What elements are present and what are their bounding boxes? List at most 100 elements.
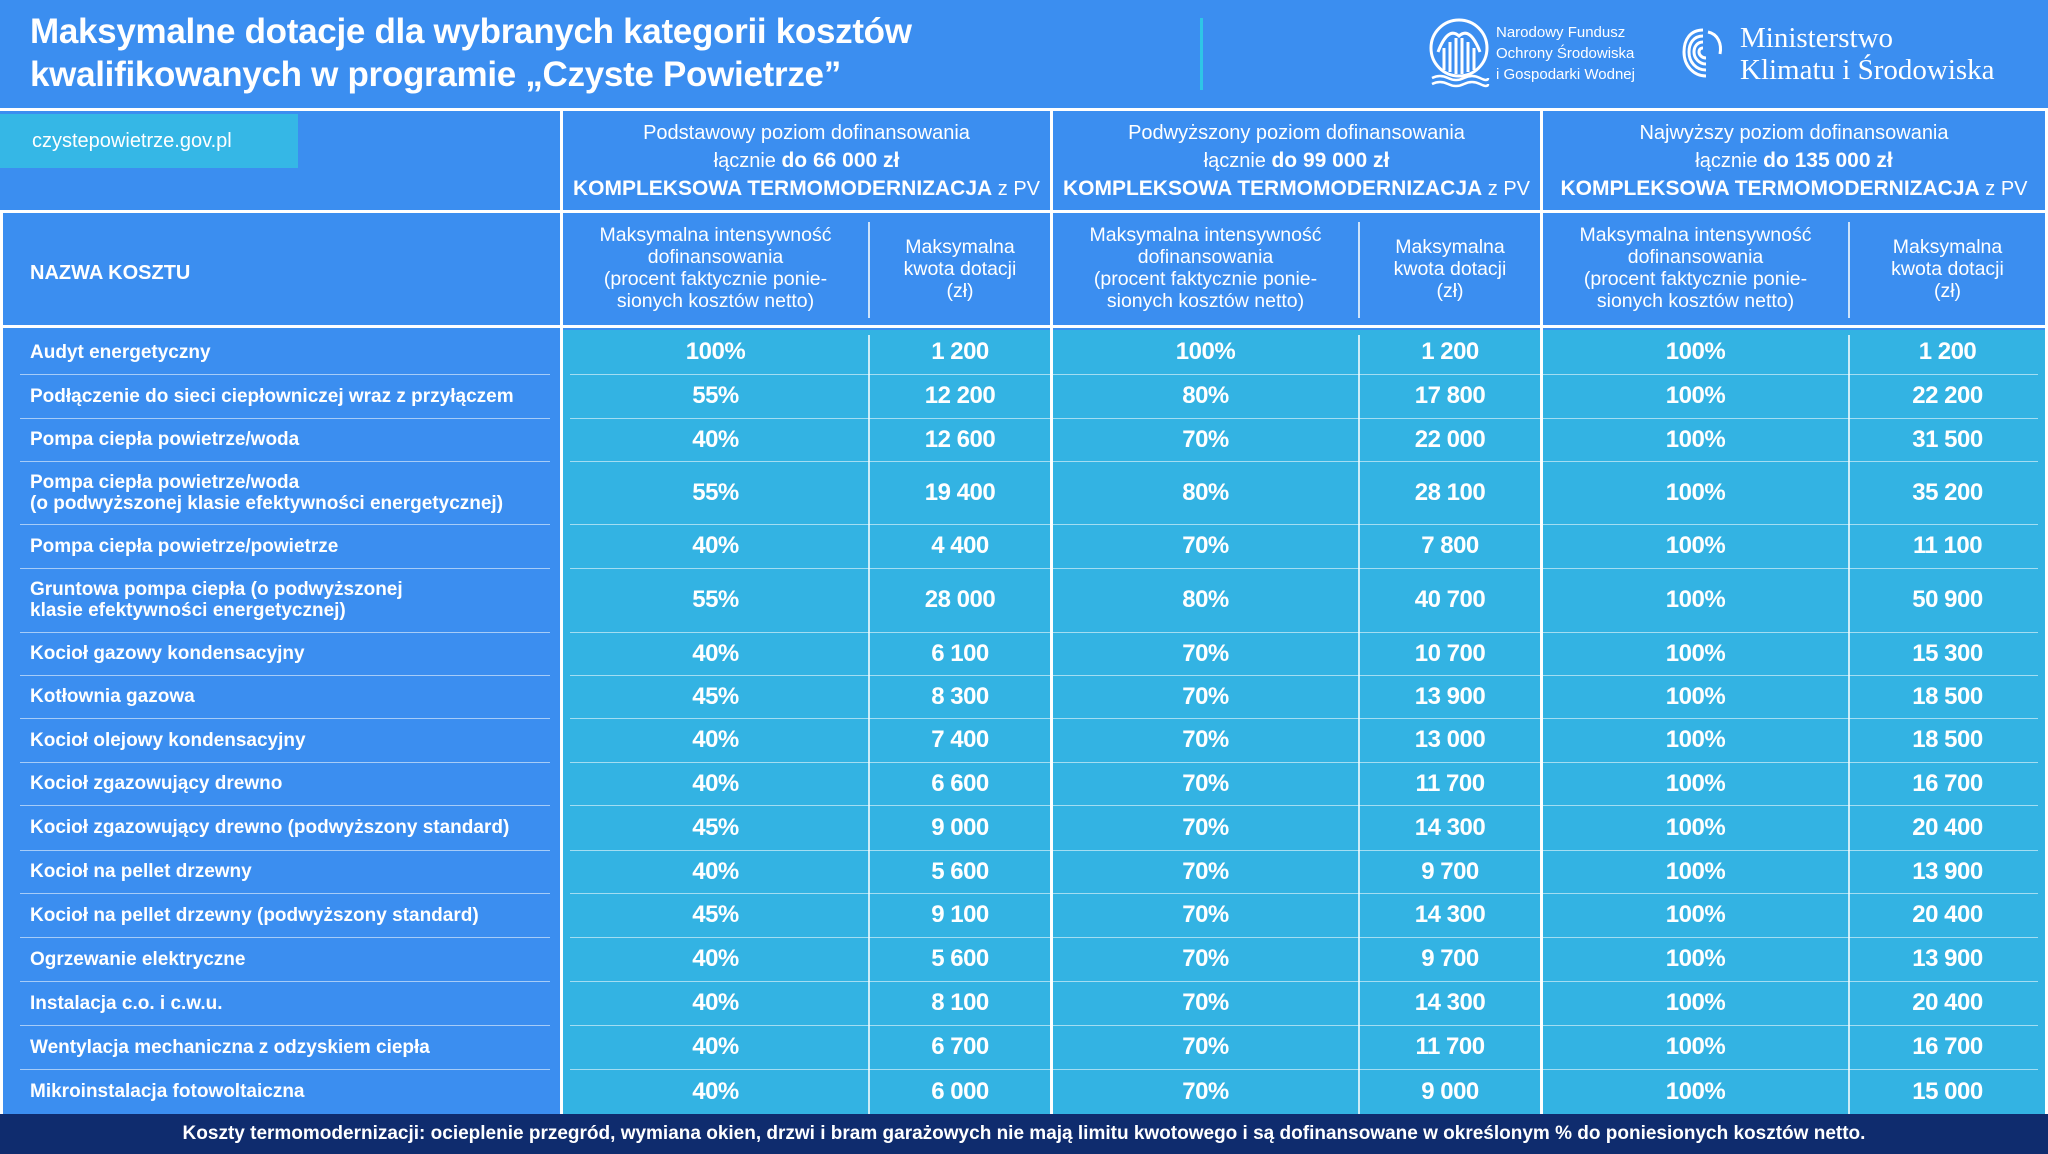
row-label-text: Wentylacja mechaniczna z odzyskiem ciepł… <box>30 1037 430 1058</box>
cell-intensity: 40% <box>692 639 739 667</box>
row-label: Pompa ciepła powietrze/powietrze <box>30 524 550 568</box>
row-separator <box>570 418 2038 419</box>
cell-amount: 9 700 <box>1421 945 1479 972</box>
ministry-emblem-icon <box>1682 28 1722 78</box>
cell-amount: 13 900 <box>1414 682 1486 710</box>
cell-amount: 13 000 <box>1414 726 1486 753</box>
cell-amount: 19 400 <box>924 478 996 506</box>
site-link[interactable]: czystepowietrze.gov.pl <box>0 114 298 168</box>
cell-intensity: 40% <box>692 532 739 559</box>
grid-line-top <box>0 108 2048 111</box>
cell-amount: 50 900 <box>1912 586 1983 613</box>
subcol-line-1 <box>868 335 870 1114</box>
cell-intensity: 70% <box>1182 1033 1229 1060</box>
cell-intensity: 100% <box>1665 857 1726 885</box>
cell-intensity: 100% <box>1665 769 1726 797</box>
row-label: Kotłownia gazowa <box>30 675 550 718</box>
column-header-intensity: Maksymalna intensywność dofinansowania (pr… <box>1543 224 1848 312</box>
column-header-line: kwota dotacji <box>1891 258 2004 280</box>
subcol-line-2-head <box>1358 222 1360 318</box>
row-separator <box>20 762 550 763</box>
row-label-text: Ogrzewanie elektryczne <box>30 949 245 970</box>
row-label: Gruntowa pompa ciepła (o podwyższonej kla… <box>30 568 550 632</box>
cell-intensity: 40% <box>692 726 739 753</box>
row-label-line1: Kotłownia gazowa <box>30 686 195 707</box>
cell-intensity: 100% <box>1665 1033 1726 1060</box>
cell-intensity: 40% <box>692 425 739 453</box>
tier-raised-scope: KOMPLEKSOWA TERMOMODERNIZACJA <box>1062 177 1483 200</box>
cell-amount: 14 300 <box>1414 901 1486 928</box>
cell-intensity: 55% <box>692 478 739 506</box>
cell-amount: 35 200 <box>1912 478 1983 506</box>
tier-highest-line3: KOMPLEKSOWA TERMOMODERNIZACJA z PV <box>1543 175 2045 203</box>
row-label: Instalacja c.o. i c.w.u. <box>30 981 550 1025</box>
row-separator <box>20 981 550 982</box>
cell-intensity: 100% <box>1175 338 1236 365</box>
tier-basic-line2: łącznie do 66 000 zł <box>563 147 1050 175</box>
cell-intensity: 70% <box>1182 945 1229 972</box>
row-separator <box>570 937 2038 938</box>
cell-amount: 12 200 <box>924 382 996 409</box>
ministry-line-2: Klimatu i Środowiska <box>1740 54 1995 86</box>
cell-amount: 6 100 <box>931 639 989 667</box>
row-label-text: Instalacja c.o. i c.w.u. <box>30 993 223 1014</box>
cell-amount: 28 100 <box>1414 478 1486 506</box>
row-label-text: Audyt energetyczny <box>30 342 211 363</box>
row-label-text: Podłączenie do sieci ciepłowniczej wraz … <box>30 386 514 407</box>
cell-intensity: 100% <box>1665 726 1726 753</box>
cell-amount: 1 200 <box>1918 338 1977 365</box>
page-title: Maksymalne dotacje dla wybranych kategor… <box>30 10 912 96</box>
cell-intensity: 40% <box>692 989 739 1016</box>
column-header-line: (zł) <box>1933 280 1962 302</box>
row-separator <box>570 762 2038 763</box>
cell-amount: 9 000 <box>1421 1077 1479 1105</box>
tier-basic-amount: do 66 000 zł <box>781 149 900 172</box>
nfosigw-text: Narodowy Fundusz Ochrony Środowiska i Go… <box>1496 22 1635 85</box>
title-line-1: Maksymalne dotacje dla wybranych kategor… <box>30 12 912 51</box>
cell-amount: 15 000 <box>1912 1077 1983 1105</box>
cell-amount: 40 700 <box>1414 586 1486 613</box>
row-label-text: Pompa ciepła powietrze/woda (o podwyższon… <box>30 472 503 514</box>
row-separator <box>570 1025 2038 1026</box>
subcol-line-1-head <box>868 222 870 318</box>
column-header-line: Maksymalna intensywność <box>1089 224 1322 246</box>
tier-header-highest: Najwyższy poziom dofinansowania łącznie … <box>1543 120 2045 203</box>
row-separator <box>570 675 2038 676</box>
row-separator <box>570 632 2038 633</box>
row-separator <box>20 568 550 569</box>
cell-intensity: 100% <box>1665 1077 1726 1105</box>
column-header-amount: Maksymalna kwota dotacji (zł) <box>1850 236 2045 302</box>
cell-amount: 18 500 <box>1912 682 1983 710</box>
row-label-line1: Kocioł na pellet drzewny (podwyższony st… <box>30 904 479 926</box>
cell-intensity: 70% <box>1182 639 1229 667</box>
cell-intensity: 100% <box>1665 945 1726 972</box>
cell-intensity: 70% <box>1182 901 1229 928</box>
cell-intensity: 55% <box>692 382 739 409</box>
cell-amount: 14 300 <box>1414 813 1486 841</box>
grid-line-col3 <box>1540 108 1543 1114</box>
tier-raised-line1: Podwyższony poziom dofinansowania <box>1128 122 1465 144</box>
tier-basic-line3: KOMPLEKSOWA TERMOMODERNIZACJA z PV <box>563 175 1050 203</box>
ministry-line-1: Ministerstwo <box>1740 22 1894 54</box>
column-header-line: Maksymalna intensywność <box>1579 224 1812 246</box>
column-header-line: kwota dotacji <box>1393 258 1507 280</box>
row-label-line1: Kocioł olejowy kondensacyjny <box>30 729 306 751</box>
row-label: Pompa ciepła powietrze/woda (o podwyższon… <box>30 461 550 524</box>
cell-intensity: 100% <box>1665 382 1726 409</box>
column-header-amount: Maksymalna kwota dotacji (zł) <box>1360 236 1540 302</box>
row-label-text: Kocioł na pellet drzewny (podwyższony st… <box>30 905 479 926</box>
column-header-intensity: Maksymalna intensywność dofinansowania (pr… <box>563 224 868 312</box>
cell-intensity: 100% <box>1665 532 1726 559</box>
cell-amount: 10 700 <box>1414 639 1486 667</box>
subcol-line-2 <box>1358 335 1360 1114</box>
cell-amount: 20 400 <box>1912 989 1983 1016</box>
tier-basic-line1: Podstawowy poziom dofinansowania <box>643 122 970 144</box>
tier-header-raised: Podwyższony poziom dofinansowania łączni… <box>1053 120 1540 203</box>
cell-intensity: 70% <box>1182 857 1229 885</box>
column-header-intensity: Maksymalna intensywność dofinansowania (pr… <box>1053 224 1358 312</box>
cell-intensity: 70% <box>1182 1077 1229 1105</box>
row-label-text: Mikroinstalacja fotowoltaiczna <box>30 1081 305 1102</box>
grid-line-tier <box>0 210 2048 213</box>
grid-line-col2 <box>1050 108 1053 1114</box>
row-separator <box>20 937 550 938</box>
